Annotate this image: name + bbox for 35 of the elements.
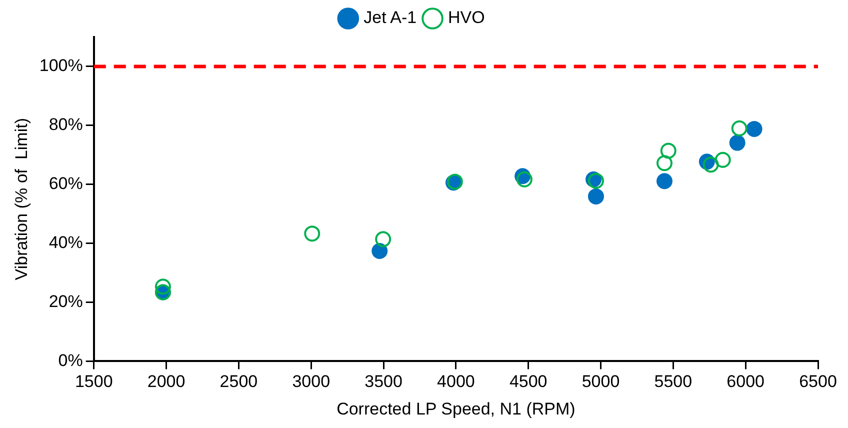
x-tick-label: 5000 — [582, 372, 620, 392]
x-tick-label: 1500 — [74, 372, 113, 392]
y-tick-label: 60% — [48, 174, 83, 194]
x-tick-label: 3000 — [292, 372, 330, 392]
point — [746, 120, 762, 137]
x-tick-label: 3500 — [364, 372, 402, 392]
point — [588, 188, 604, 204]
point — [656, 173, 672, 190]
point — [731, 120, 748, 136]
legend-label: HVO — [448, 8, 485, 28]
x-tick-label: 5500 — [654, 372, 692, 392]
x-tick-label: 2000 — [147, 372, 186, 392]
y-tick-label: 0% — [58, 350, 83, 370]
point — [375, 231, 392, 248]
point — [304, 226, 320, 242]
y-tick-label: 100% — [39, 56, 83, 76]
y-axis-title: Vibration (% of Limit) — [12, 118, 31, 280]
x-tick-label: 6500 — [799, 372, 837, 392]
x-tick-label: 6000 — [726, 372, 764, 392]
point — [660, 142, 676, 159]
y-tick-label: 80% — [48, 115, 83, 134]
legend-label: Jet A-1 — [364, 8, 417, 28]
x-tick-label: 4000 — [437, 372, 475, 392]
point — [702, 156, 719, 173]
point — [656, 155, 672, 172]
y-tick-label: 40% — [48, 232, 83, 252]
point — [729, 134, 746, 151]
point — [154, 278, 171, 295]
x-tick-label: 2500 — [220, 372, 258, 392]
point — [714, 152, 731, 168]
y-tick-label: 20% — [48, 292, 83, 311]
point — [516, 171, 532, 188]
x-axis-title: Corrected LP Speed, N1 (RPM) — [336, 399, 576, 418]
point — [372, 242, 388, 259]
x-tick-label: 4500 — [509, 372, 548, 392]
